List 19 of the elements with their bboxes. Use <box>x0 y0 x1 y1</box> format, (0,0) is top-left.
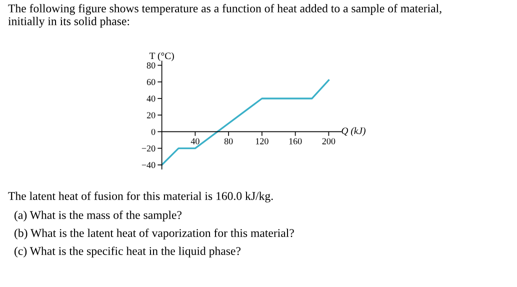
text: The latent heat of fusion for this material is 160.0 kJ/kg. <box>8 192 273 202</box>
y-tick-label: −20 <box>142 145 156 152</box>
y-tick-label: 0 <box>151 128 156 135</box>
x-tick-label: 120 <box>256 138 268 144</box>
y-tick-label: 40 <box>146 96 156 102</box>
chart-title: The following figure shows temperature as a function of heat added to a sample of material, initially in its solid phase: <box>8 4 442 28</box>
x-tick-label: 80 <box>224 138 233 144</box>
y-tick-label: 60 <box>146 79 156 86</box>
text: (a) What is the mass of the sample? <box>14 210 182 222</box>
text: (b) What is the latent heat of vaporization for this material? <box>14 228 294 240</box>
y-tick-label: −40 <box>142 162 156 168</box>
text: (c) What is the specific heat in the liquid phase? <box>14 246 240 258</box>
x-axis-title: Q (kJ) <box>342 127 366 136</box>
x-tick-label: 200 <box>322 138 336 144</box>
x-tick-label: 160 <box>289 138 302 144</box>
y-axis-title: T (°C) <box>149 52 174 62</box>
y-tick-label: 80 <box>146 62 156 69</box>
x-tick-label: 40 <box>190 138 200 144</box>
y-tick-label: 20 <box>146 112 156 118</box>
